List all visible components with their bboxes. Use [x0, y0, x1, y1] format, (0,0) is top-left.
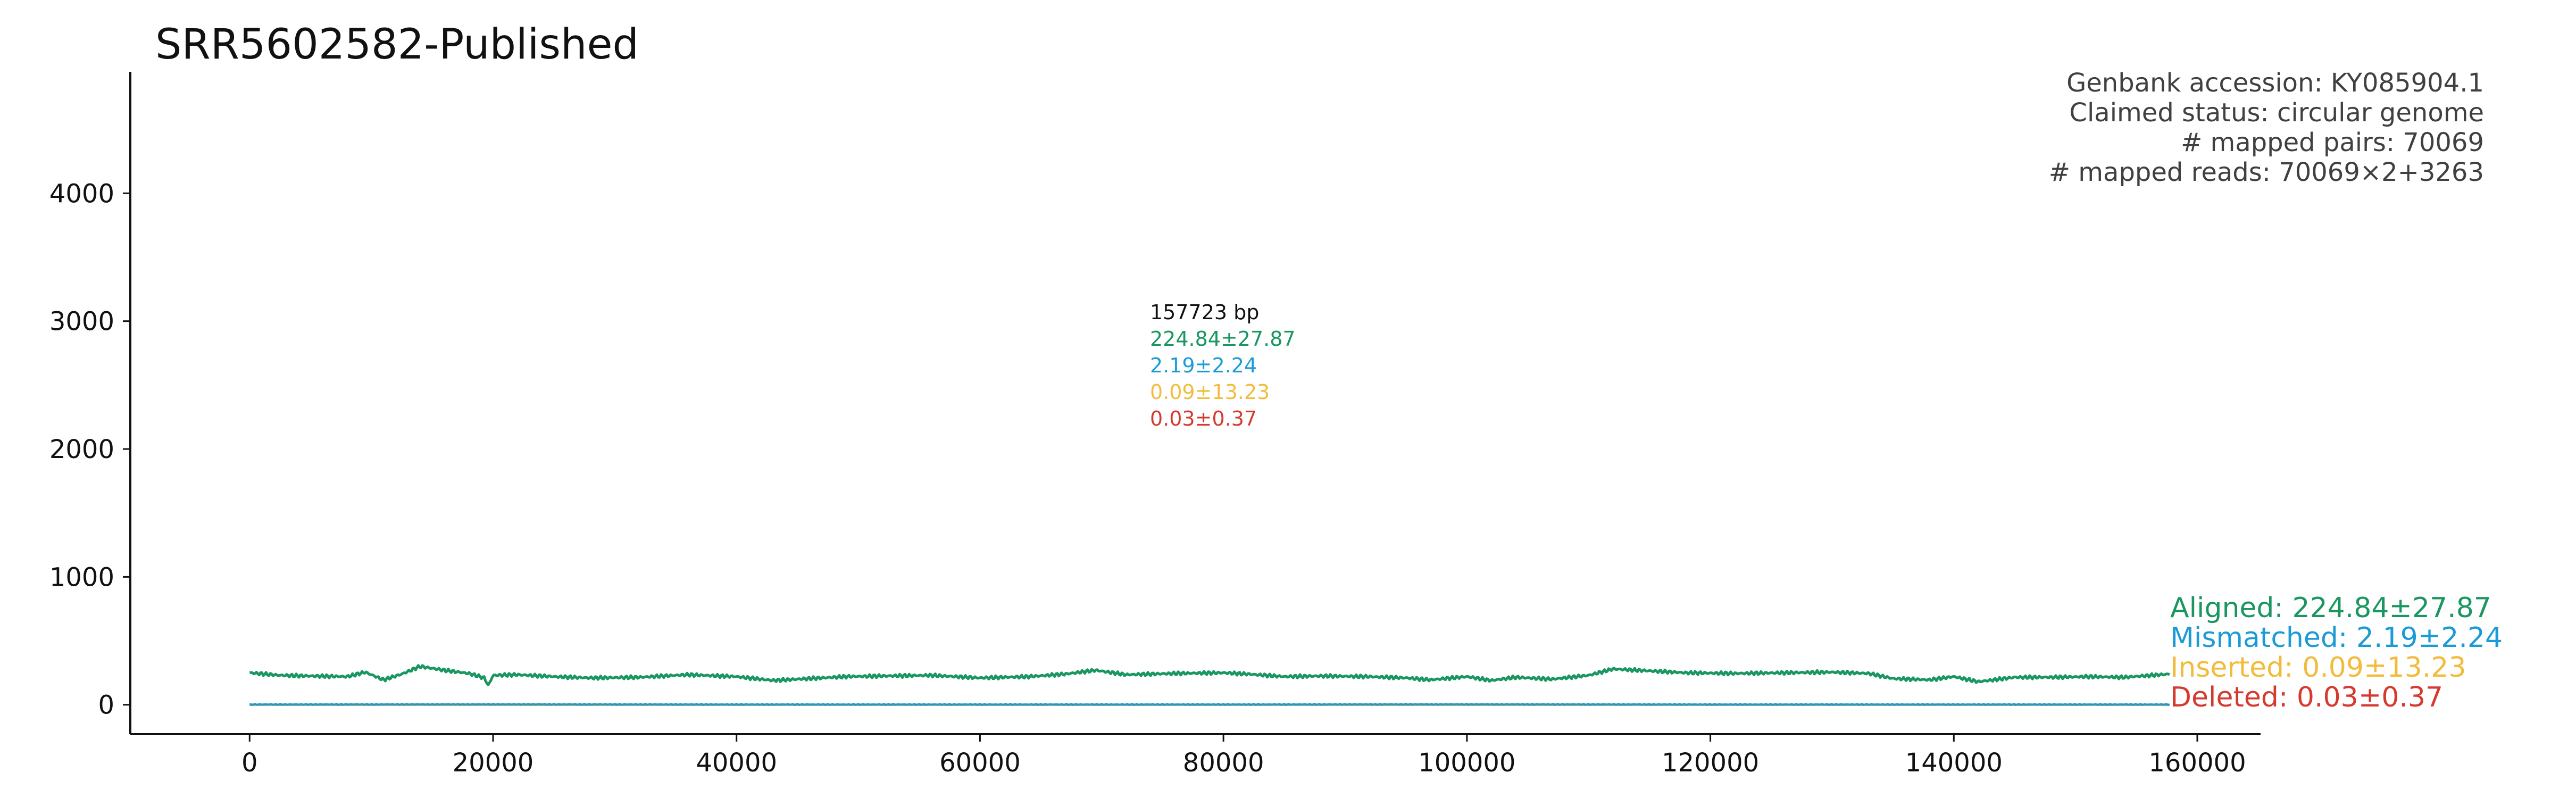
- x-tick-label: 40000: [696, 748, 777, 778]
- info-mapped-reads: # mapped reads: 70069×2+3263: [2049, 157, 2484, 187]
- y-tick-label: 3000: [49, 307, 114, 337]
- x-tick-label: 0: [241, 748, 258, 778]
- x-tick-label: 140000: [1905, 748, 2003, 778]
- y-tick-label: 1000: [49, 562, 114, 592]
- legend-mismatched: Mismatched: 2.19±2.24: [2170, 622, 2503, 654]
- legend-inserted: Inserted: 0.09±13.23: [2170, 652, 2466, 684]
- series-layer: [249, 664, 2170, 706]
- legend-aligned: Aligned: 224.84±27.87: [2170, 592, 2491, 624]
- y-tick-label: 4000: [49, 179, 114, 209]
- x-tick-label: 20000: [453, 748, 534, 778]
- legend: Aligned: 224.84±27.87 Mismatched: 2.19±2…: [2170, 592, 2503, 713]
- axes: [129, 72, 2261, 735]
- stat-length: 157723 bp: [1150, 301, 1259, 324]
- info-status: Claimed status: circular genome: [2069, 98, 2484, 128]
- series-line-aligned: [249, 664, 2170, 686]
- stat-inserted: 0.09±13.23: [1150, 380, 1270, 404]
- chart-title: SRR5602582-Published: [155, 21, 639, 69]
- x-tick-label: 120000: [1662, 748, 1759, 778]
- stat-deleted: 0.03±0.37: [1150, 407, 1257, 430]
- info-genbank: Genbank accession: KY085904.1: [2066, 68, 2484, 98]
- series-line-mismatched: [249, 703, 2170, 706]
- x-tick-label: 160000: [2148, 748, 2246, 778]
- info-block: Genbank accession: KY085904.1 Claimed st…: [2049, 68, 2484, 187]
- legend-deleted: Deleted: 0.03±0.37: [2170, 681, 2443, 713]
- y-tick-label: 2000: [49, 435, 114, 464]
- x-axis-ticks: 0 20000 40000 60000 80000 100000 120000 140000 1…: [241, 734, 2246, 778]
- center-stats: 157723 bp 224.84±27.87 2.19±2.24 0.09±13…: [1150, 301, 1296, 430]
- x-tick-label: 100000: [1418, 748, 1515, 778]
- info-mapped-pairs: # mapped pairs: 70069: [2181, 128, 2484, 157]
- stat-aligned: 224.84±27.87: [1150, 327, 1296, 351]
- y-axis-ticks: 0 1000 2000 3000 4000: [49, 179, 130, 720]
- x-tick-label: 80000: [1183, 748, 1264, 778]
- x-tick-label: 60000: [939, 748, 1021, 778]
- y-tick-label: 0: [98, 691, 114, 720]
- stat-mismatched: 2.19±2.24: [1150, 354, 1257, 377]
